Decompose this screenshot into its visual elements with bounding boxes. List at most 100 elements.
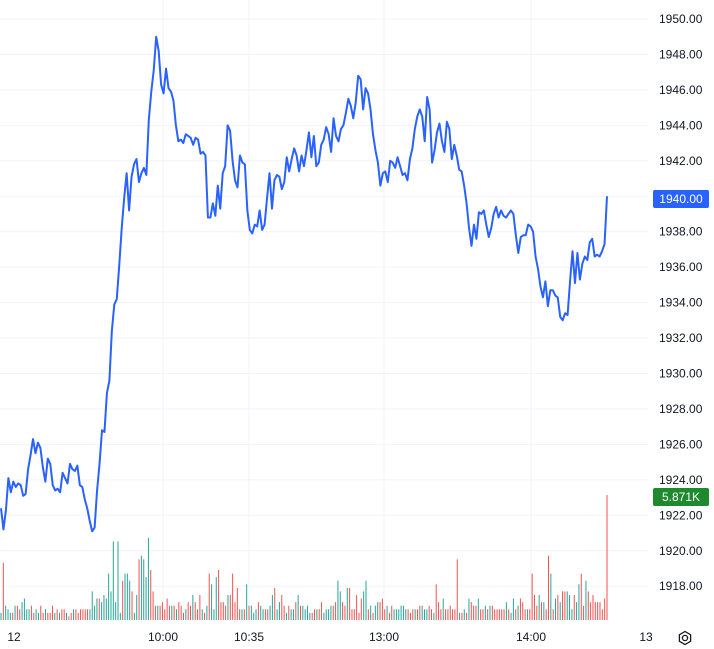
- volume-bar: [208, 573, 210, 620]
- volume-bar: [262, 609, 264, 620]
- volume-bar: [23, 598, 25, 620]
- volume-bar: [316, 609, 318, 620]
- volume-bar: [332, 605, 334, 620]
- volume-bar: [58, 612, 60, 620]
- volume-bar: [66, 612, 68, 620]
- volume-bar: [248, 605, 250, 620]
- volume-bar: [606, 495, 608, 620]
- volume-bar: [260, 605, 262, 620]
- volume-bar: [5, 605, 7, 620]
- volume-bar: [473, 605, 475, 620]
- volume-bar: [372, 612, 374, 620]
- volume-bar: [445, 609, 447, 620]
- volume-bar: [122, 580, 124, 620]
- volume-bar: [101, 602, 103, 620]
- volume-bar: [388, 612, 390, 620]
- y-tick-label: 1950.00: [659, 12, 703, 26]
- volume-bar: [150, 570, 152, 620]
- volume-bar: [363, 591, 365, 620]
- volume-bar: [442, 598, 444, 620]
- volume-bar: [80, 609, 82, 620]
- volume-bar: [178, 602, 180, 620]
- volume-bar: [409, 612, 411, 620]
- volume-bar: [585, 580, 587, 620]
- x-tick-label: 13:00: [369, 630, 399, 644]
- volume-bar: [433, 612, 435, 620]
- volume-bar: [194, 602, 196, 620]
- volume-bar: [342, 602, 344, 620]
- volume-bar: [215, 577, 217, 620]
- y-tick-label: 1932.00: [659, 331, 703, 345]
- volume-bar: [40, 605, 42, 620]
- volume-bar: [543, 602, 545, 620]
- volume-bar: [250, 605, 252, 620]
- volume-bar: [213, 609, 215, 620]
- price-series-line: [0, 35, 608, 533]
- volume-bar: [281, 595, 283, 620]
- volume-bar: [599, 602, 601, 620]
- volume-bar: [292, 609, 294, 620]
- volume-bar: [159, 605, 161, 620]
- volume-bar: [449, 605, 451, 620]
- volume-bar: [35, 609, 37, 620]
- y-tick-label: 1926.00: [659, 437, 703, 451]
- volume-bar: [187, 602, 189, 620]
- volume-bar: [421, 605, 423, 620]
- volume-bar: [557, 595, 559, 620]
- volume-bar: [44, 609, 46, 620]
- volume-bar: [424, 609, 425, 620]
- volume-bar: [531, 573, 533, 620]
- volume-bar: [98, 598, 100, 620]
- volume-bar: [562, 591, 564, 620]
- price-axis[interactable]: 1950.00 1948.00 1946.00 1944.00 1942.00 1940.…: [659, 12, 703, 593]
- volume-bar: [218, 570, 220, 620]
- volume-bar: [428, 605, 430, 620]
- volume-bar: [564, 591, 566, 620]
- y-tick-label: 1924.00: [659, 473, 703, 487]
- volume-bar: [28, 609, 30, 620]
- volume-bar: [285, 612, 287, 620]
- volume-bar: [229, 595, 231, 620]
- volume-bar: [482, 609, 484, 620]
- volume-bar: [349, 587, 351, 620]
- volume-bar: [307, 605, 309, 620]
- volume-bar: [26, 609, 28, 620]
- x-tick-label: 13: [639, 630, 653, 644]
- volume-bar: [484, 605, 486, 620]
- volume-bar: [461, 612, 463, 620]
- volume-bar: [381, 598, 383, 620]
- volume-bar: [204, 612, 206, 620]
- volume-bar: [311, 612, 313, 620]
- volume-bar: [110, 591, 112, 620]
- volume-bar: [573, 595, 575, 620]
- volume-bar: [459, 612, 461, 620]
- volume-bar: [576, 602, 578, 620]
- volume-bar: [16, 605, 18, 620]
- volume-bar: [360, 598, 362, 620]
- volume-bar: [37, 612, 39, 620]
- volume-bar: [412, 609, 414, 620]
- volume-bar: [501, 609, 503, 620]
- volume-bar: [30, 605, 32, 620]
- volume-bar: [173, 605, 175, 620]
- volume-bar: [323, 612, 325, 620]
- volume-bar: [309, 612, 311, 620]
- y-tick-label: 1930.00: [659, 367, 703, 381]
- last-volume-badge: 5.871K: [653, 488, 709, 506]
- volume-bar: [339, 591, 341, 620]
- volume-bar: [555, 598, 557, 620]
- volume-bar: [533, 595, 535, 620]
- time-axis[interactable]: 12 10:00 10:35 13:00 14:00 13: [7, 630, 653, 644]
- volume-bar: [540, 602, 542, 620]
- volume-bar: [370, 605, 372, 620]
- volume-bar: [365, 580, 367, 620]
- volume-bar: [77, 612, 79, 620]
- volume-bar: [452, 609, 454, 620]
- y-tick-label: 1948.00: [659, 47, 703, 61]
- volume-bar: [578, 584, 580, 620]
- last-price-label: 1940.00: [659, 192, 703, 206]
- chart-settings-button[interactable]: [674, 628, 696, 648]
- gear-icon: [678, 630, 692, 646]
- volume-bar: [87, 609, 89, 620]
